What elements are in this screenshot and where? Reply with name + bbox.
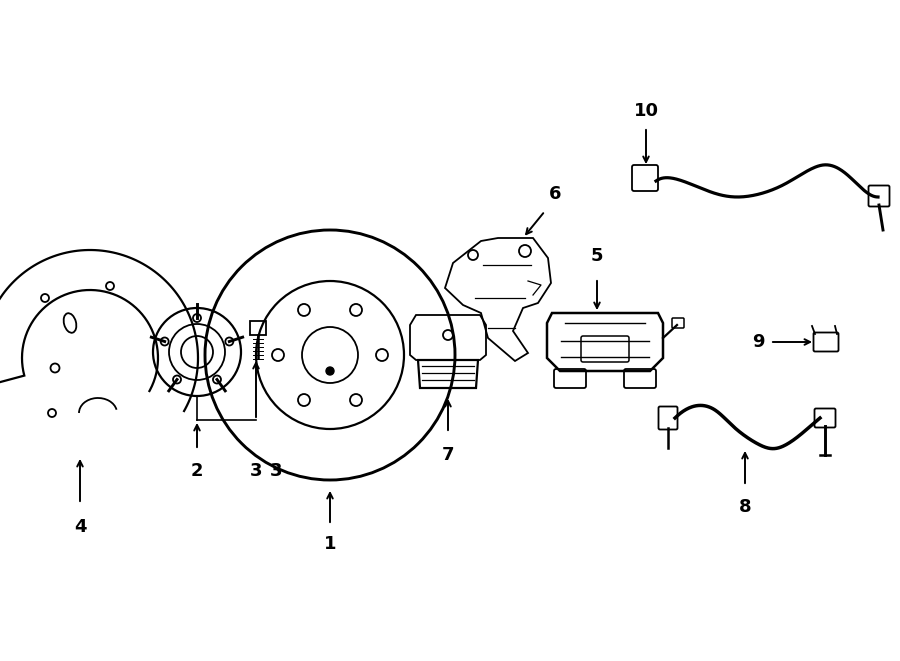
Circle shape bbox=[225, 338, 233, 346]
Text: 7: 7 bbox=[442, 446, 454, 464]
Circle shape bbox=[173, 375, 181, 383]
Text: 10: 10 bbox=[634, 102, 659, 120]
Text: 6: 6 bbox=[549, 185, 562, 203]
Text: 2: 2 bbox=[191, 462, 203, 480]
Circle shape bbox=[161, 338, 168, 346]
Circle shape bbox=[213, 375, 221, 383]
Text: 3: 3 bbox=[270, 462, 283, 480]
Text: 3: 3 bbox=[250, 462, 262, 480]
Text: 8: 8 bbox=[739, 498, 752, 516]
Circle shape bbox=[326, 367, 334, 375]
Text: 5: 5 bbox=[590, 247, 603, 265]
Circle shape bbox=[193, 314, 201, 322]
Text: 4: 4 bbox=[74, 518, 86, 536]
Text: 9: 9 bbox=[752, 333, 765, 351]
Text: 1: 1 bbox=[324, 535, 337, 553]
